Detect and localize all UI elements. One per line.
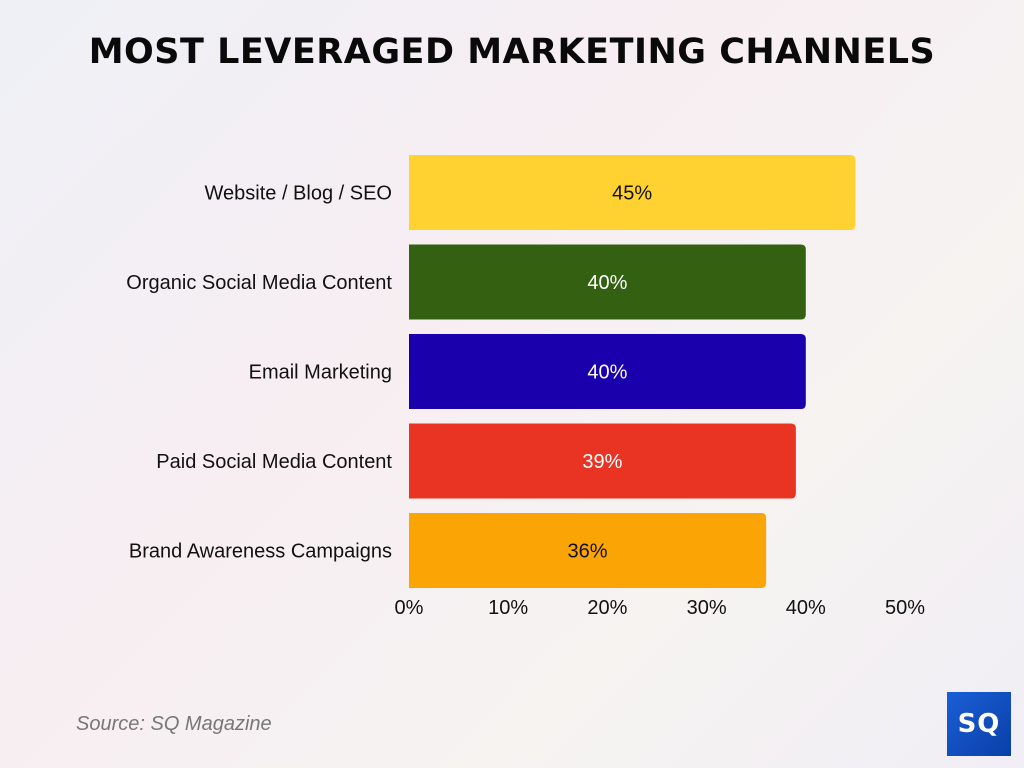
sq-logo: SQ bbox=[947, 692, 1011, 756]
category-label: Website / Blog / SEO bbox=[205, 183, 393, 205]
category-label: Paid Social Media Content bbox=[156, 451, 392, 473]
x-tick-label: 50% bbox=[885, 597, 925, 619]
source-note: Source: SQ Magazine bbox=[76, 713, 272, 735]
x-tick-label: 10% bbox=[488, 597, 528, 619]
category-label: Brand Awareness Campaigns bbox=[129, 541, 392, 563]
bar bbox=[409, 244, 806, 320]
bar-value-label: 39% bbox=[582, 451, 622, 473]
bar-value-label: 45% bbox=[612, 183, 652, 205]
logo-text: SQ bbox=[957, 709, 1001, 739]
x-tick-label: 40% bbox=[786, 597, 826, 619]
bar bbox=[409, 334, 806, 409]
bar bbox=[409, 513, 767, 588]
bar-value-label: 36% bbox=[568, 541, 608, 563]
x-tick-label: 30% bbox=[687, 597, 727, 619]
x-tick-label: 20% bbox=[587, 597, 627, 619]
category-label: Organic Social Media Content bbox=[126, 272, 392, 294]
category-label: Email Marketing bbox=[249, 362, 392, 384]
bar-value-label: 40% bbox=[587, 362, 627, 384]
bar-value-label: 40% bbox=[587, 272, 627, 294]
bar bbox=[409, 423, 796, 499]
x-tick-label: 0% bbox=[395, 597, 424, 619]
chart-title: MOST LEVERAGED MARKETING CHANNELS bbox=[88, 32, 936, 72]
bar bbox=[409, 155, 856, 230]
